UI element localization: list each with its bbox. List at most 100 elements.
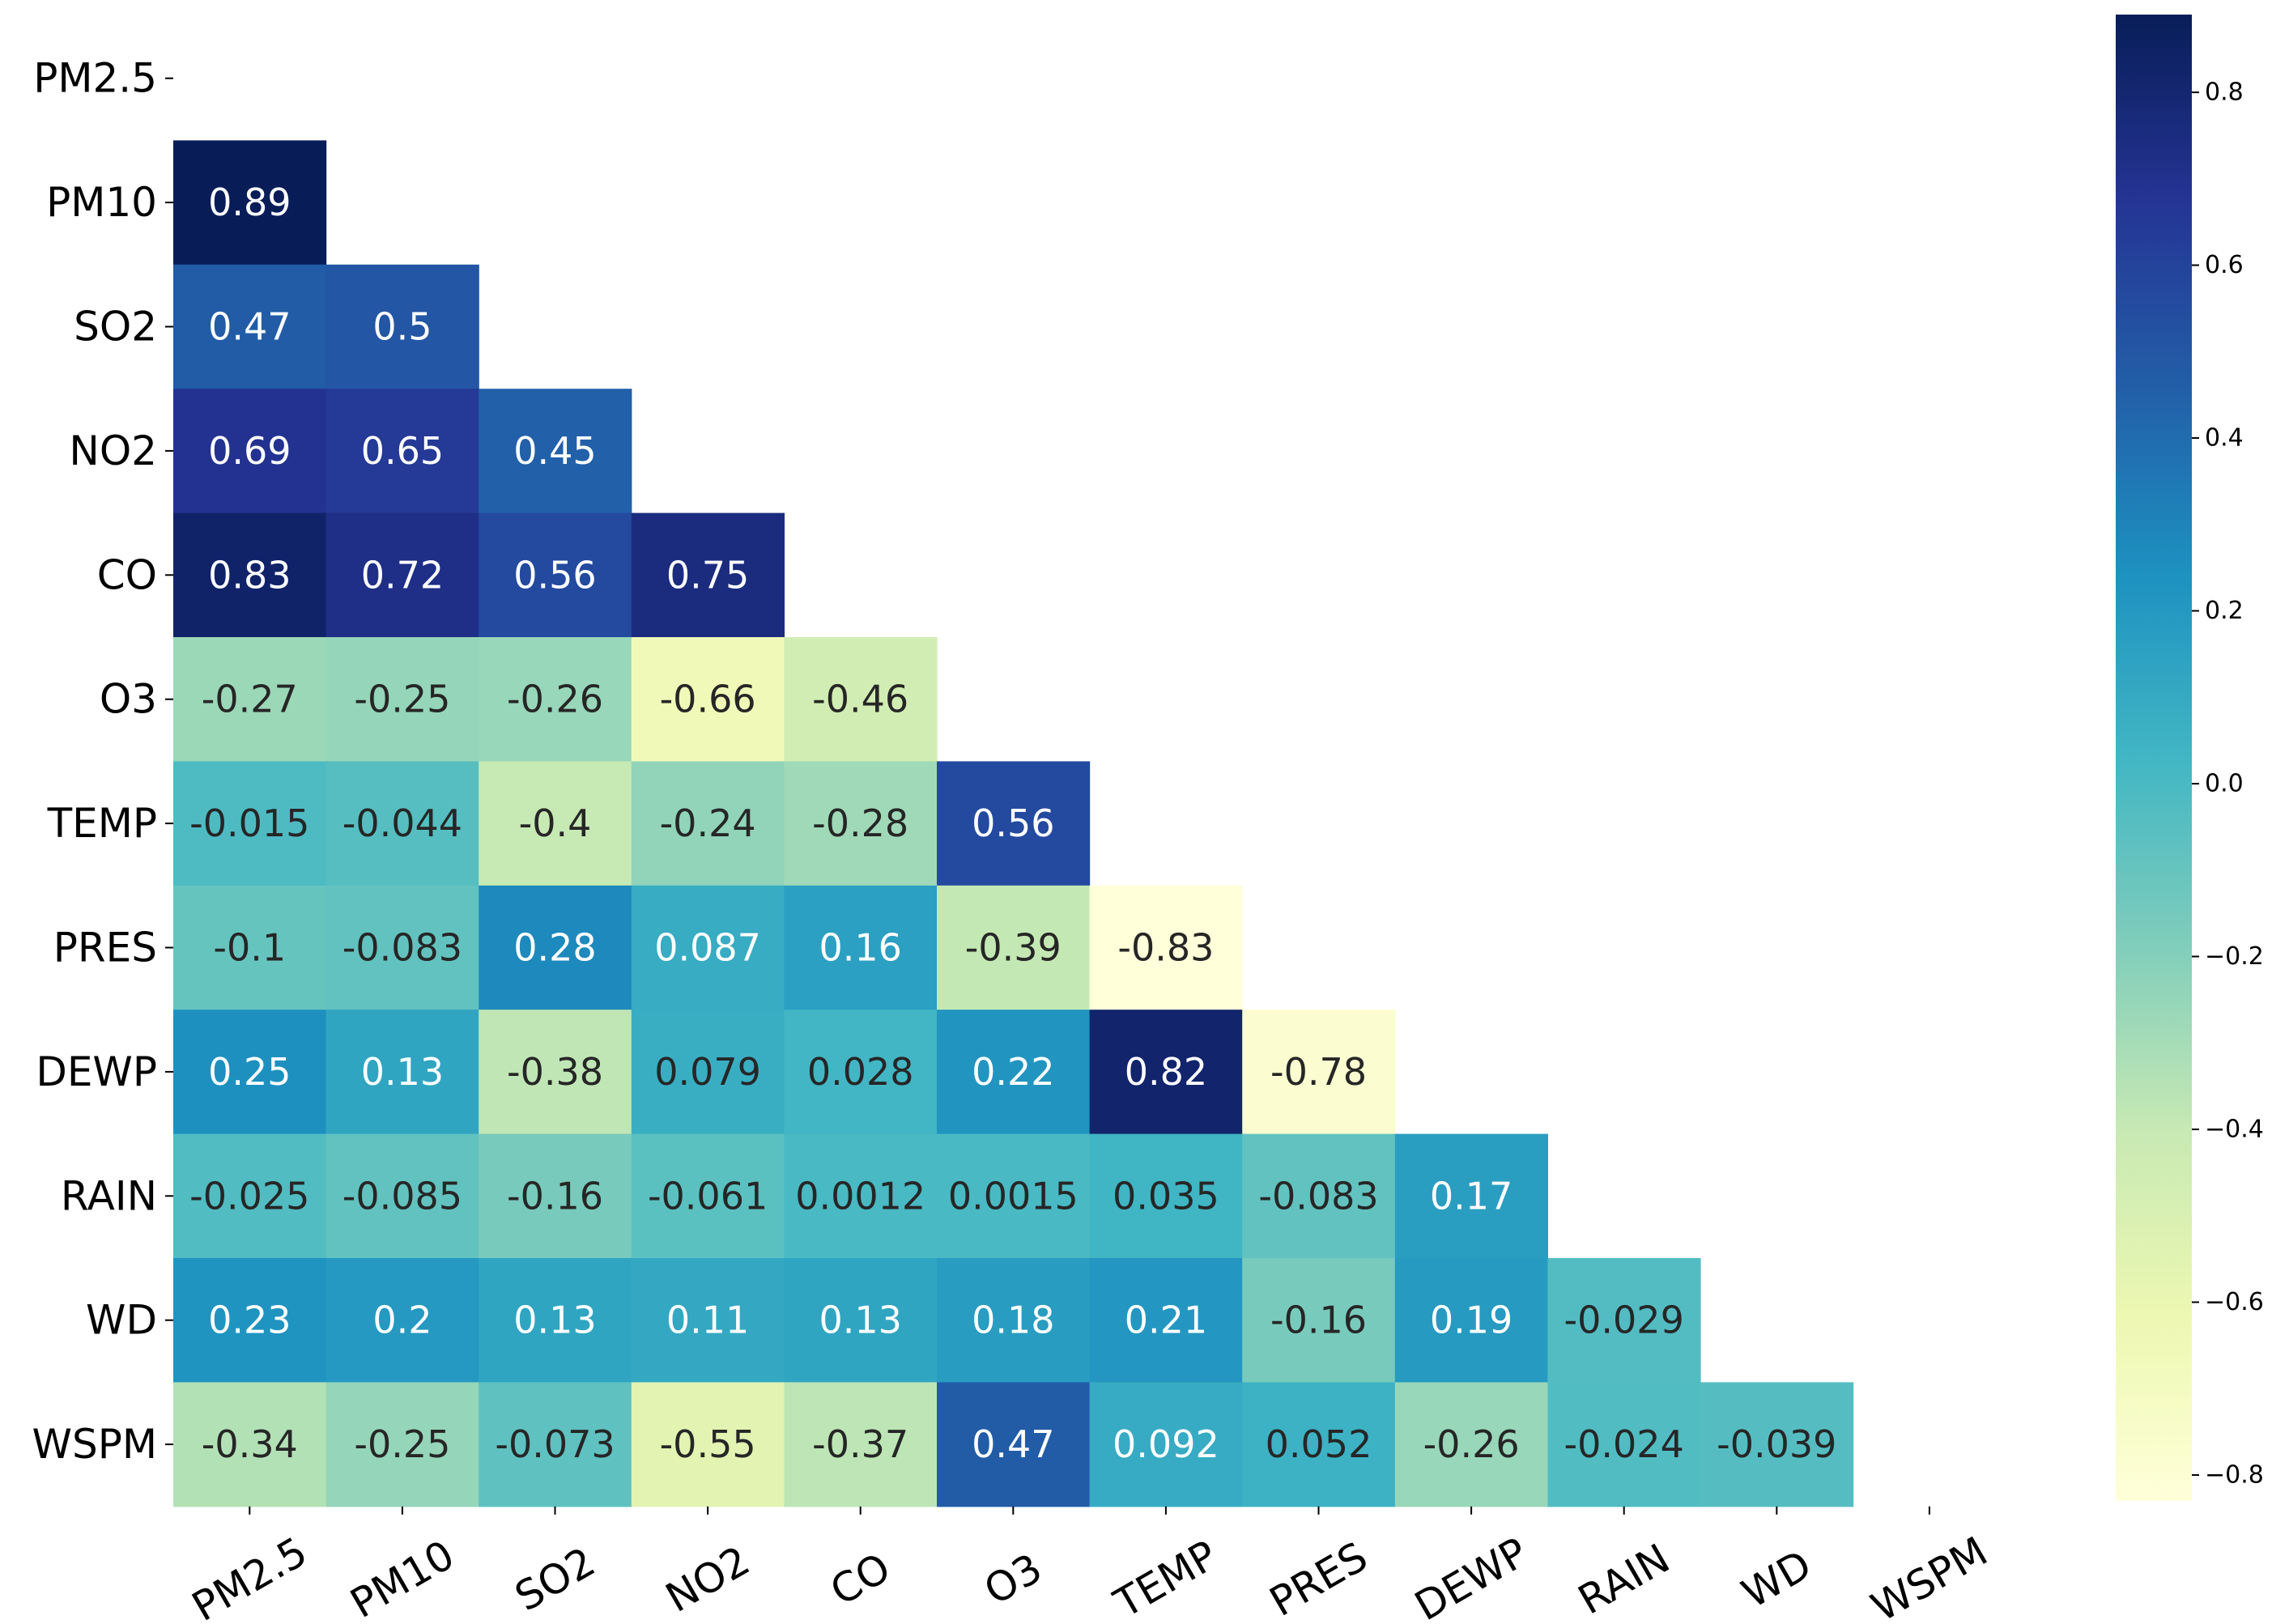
cell-value-label: 0.47 [972, 1422, 1054, 1466]
colorbar: 0.8 0.6 0.4 0.2 0.0 −0.2 −0.4 −0.6 −0.8 [2116, 15, 2264, 1501]
cell-value-label: 0.13 [513, 1299, 596, 1342]
cell-value-label: -0.28 [812, 801, 908, 845]
cell-value-label: -0.55 [660, 1422, 756, 1466]
y-tick-label: PM10 [46, 179, 157, 226]
cell-value-label: 0.25 [208, 1050, 291, 1094]
cell-value-label: 0.82 [1125, 1050, 1207, 1094]
colorbar-tick-label: 0.0 [2205, 770, 2244, 798]
heatmap-cells: 0.89 0.47 0.5 0.69 0.65 0.45 0.83 0.72 0.56 0.75 -… [173, 140, 1854, 1507]
colorbar-tick-label: 0.8 [2205, 79, 2244, 107]
heatmap-cell-CO-SO2 [479, 512, 632, 638]
heatmap-cell-RAIN-SO2 [479, 1133, 632, 1259]
x-tick-label: PRES [1262, 1533, 1375, 1624]
heatmap-cell-WSPM-PM10 [325, 1382, 479, 1507]
x-tick-label: SO2 [507, 1538, 602, 1621]
heatmap-cell-RAIN-PM10 [325, 1133, 479, 1259]
y-tick-label: WSPM [32, 1421, 157, 1468]
cell-value-label: -0.39 [965, 926, 1062, 970]
y-tick-label: PRES [53, 925, 157, 971]
y-tick-label: PM2.5 [33, 55, 157, 102]
y-tick-label: CO [97, 551, 157, 598]
cell-value-label: -0.085 [342, 1174, 462, 1218]
heatmap-cell-PRES-O3 [937, 885, 1091, 1010]
cell-value-label: -0.38 [507, 1050, 603, 1094]
heatmap-cell-DEWP-CO [784, 1010, 938, 1135]
heatmap-cell-O3-PM2.5 [173, 637, 327, 762]
colorbar-tick-label: −0.8 [2205, 1460, 2264, 1489]
heatmap-cell-NO2-PM10 [325, 389, 479, 514]
y-tick-label: RAIN [61, 1172, 157, 1219]
heatmap-cell-WSPM-SO2 [479, 1382, 632, 1507]
cell-value-label: -0.015 [189, 801, 309, 845]
x-axis: PM2.5 PM10 SO2 NO2 CO O3 TEMP PRES DEWP RAIN WD WSP… [185, 1506, 1995, 1624]
cell-value-label: -0.46 [812, 678, 908, 721]
heatmap-cell-WSPM-TEMP [1089, 1382, 1243, 1507]
heatmap-cell-RAIN-TEMP [1089, 1133, 1243, 1259]
colorbar-tick-label: −0.2 [2205, 942, 2264, 971]
cell-value-label: 0.23 [208, 1299, 291, 1342]
heatmap-cell-TEMP-SO2 [479, 761, 632, 886]
x-tick-label: RAIN [1571, 1535, 1678, 1624]
cell-value-label: -0.25 [354, 678, 450, 721]
cell-value-label: 0.45 [513, 429, 596, 473]
heatmap-cell-RAIN-CO [784, 1133, 938, 1259]
cell-value-label: 0.19 [1430, 1299, 1513, 1342]
y-tick-label: NO2 [69, 427, 157, 474]
cell-value-label: -0.044 [342, 801, 462, 845]
cell-value-label: -0.024 [1564, 1422, 1684, 1466]
heatmap-cell-TEMP-PM2.5 [173, 761, 327, 886]
cell-value-label: 0.75 [666, 553, 749, 597]
cell-value-label: -0.16 [1270, 1299, 1367, 1342]
cell-value-label: -0.78 [1270, 1050, 1367, 1094]
heatmap-cell-WSPM-PM2.5 [173, 1382, 327, 1507]
heatmap-cell-WD-PM10 [325, 1258, 479, 1383]
heatmap-cell-WD-PM2.5 [173, 1258, 327, 1383]
cell-value-label: 0.079 [654, 1050, 761, 1094]
heatmap-cell-WD-NO2 [631, 1258, 785, 1383]
heatmap-cell-WSPM-RAIN [1547, 1382, 1701, 1507]
cell-value-label: -0.16 [507, 1174, 603, 1218]
heatmap-cell-TEMP-PM10 [325, 761, 479, 886]
x-tick-label: PM2.5 [185, 1528, 315, 1624]
cell-value-label: 0.087 [654, 926, 761, 970]
cell-value-label: 0.22 [972, 1050, 1054, 1094]
cell-value-label: 0.5 [372, 305, 432, 349]
heatmap-cell-DEWP-TEMP [1089, 1010, 1243, 1135]
colorbar-tick-label: −0.6 [2205, 1288, 2264, 1316]
cell-value-label: -0.039 [1717, 1422, 1836, 1466]
heatmap-cell-WD-RAIN [1547, 1258, 1701, 1383]
heatmap-cell-RAIN-O3 [937, 1133, 1091, 1259]
heatmap-cell-O3-CO [784, 637, 938, 762]
colorbar-tick-label: 0.2 [2205, 597, 2244, 625]
cell-value-label: -0.1 [213, 926, 286, 970]
cell-value-label: 0.56 [513, 553, 596, 597]
heatmap-cell-DEWP-PRES [1242, 1010, 1396, 1135]
cell-value-label: -0.025 [189, 1174, 309, 1218]
heatmap-cell-WSPM-WD [1700, 1382, 1854, 1507]
cell-value-label: 0.13 [819, 1299, 901, 1342]
cell-value-label: 0.21 [1125, 1299, 1207, 1342]
cell-value-label: -0.4 [519, 801, 592, 845]
heatmap-cell-DEWP-SO2 [479, 1010, 632, 1135]
heatmap-cell-DEWP-O3 [937, 1010, 1091, 1135]
colorbar-tick-label: 0.4 [2205, 424, 2244, 453]
cell-value-label: -0.073 [495, 1422, 615, 1466]
heatmap-cell-WD-DEWP [1394, 1258, 1548, 1383]
heatmap-cell-PM10-PM2.5 [173, 140, 327, 266]
cell-value-label: 0.56 [972, 801, 1054, 845]
cell-value-label: 0.83 [208, 553, 291, 597]
heatmap-cell-RAIN-DEWP [1394, 1133, 1548, 1259]
heatmap-cell-CO-NO2 [631, 512, 785, 638]
heatmap-cell-RAIN-NO2 [631, 1133, 785, 1259]
y-tick-label: SO2 [74, 304, 157, 351]
colorbar-tick-label: −0.4 [2205, 1116, 2264, 1144]
x-tick-label: CO [823, 1544, 898, 1614]
heatmap-cell-WD-O3 [937, 1258, 1091, 1383]
heatmap-cell-WSPM-PRES [1242, 1382, 1396, 1507]
y-tick-label: O3 [100, 676, 157, 723]
cell-value-label: 0.035 [1113, 1174, 1219, 1218]
heatmap-cell-PRES-PM2.5 [173, 885, 327, 1010]
heatmap-cell-O3-NO2 [631, 637, 785, 762]
cell-value-label: 0.028 [807, 1050, 914, 1094]
